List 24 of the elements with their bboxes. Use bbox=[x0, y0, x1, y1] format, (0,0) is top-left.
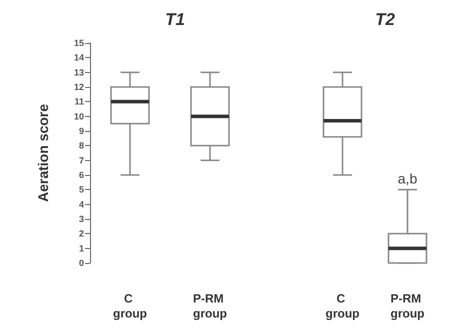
y-tick-label: 3 bbox=[78, 214, 84, 224]
y-tick-label: 10 bbox=[74, 111, 84, 122]
y-tick-label: 1 bbox=[78, 243, 84, 254]
x-tick-label: C group bbox=[113, 292, 147, 320]
y-tick-label: 9 bbox=[78, 126, 84, 136]
x-tick-label: P-RM group bbox=[390, 292, 424, 320]
x-tick-label: C group bbox=[326, 292, 360, 320]
y-tick-label: 11 bbox=[74, 96, 84, 107]
y-tick-label: 6 bbox=[78, 170, 84, 180]
y-axis-title: Aeration score bbox=[35, 104, 51, 202]
y-tick-label: 0 bbox=[78, 258, 84, 268]
chart-title: T1 bbox=[165, 10, 185, 29]
y-tick-label: 5 bbox=[78, 184, 84, 195]
annotation: a,b bbox=[398, 170, 418, 187]
x-tick-label: P-RM group bbox=[193, 292, 227, 320]
y-tick-label: 7 bbox=[78, 155, 84, 166]
y-tick-label: 2 bbox=[78, 228, 84, 239]
chart-title: T2 bbox=[375, 10, 396, 29]
y-tick-label: 13 bbox=[74, 67, 84, 78]
y-tick-label: 15 bbox=[74, 38, 84, 48]
y-tick-label: 4 bbox=[78, 199, 84, 210]
y-tick-label: 8 bbox=[78, 140, 84, 151]
y-tick-label: 12 bbox=[74, 82, 84, 92]
y-tick-label: 14 bbox=[74, 52, 84, 63]
